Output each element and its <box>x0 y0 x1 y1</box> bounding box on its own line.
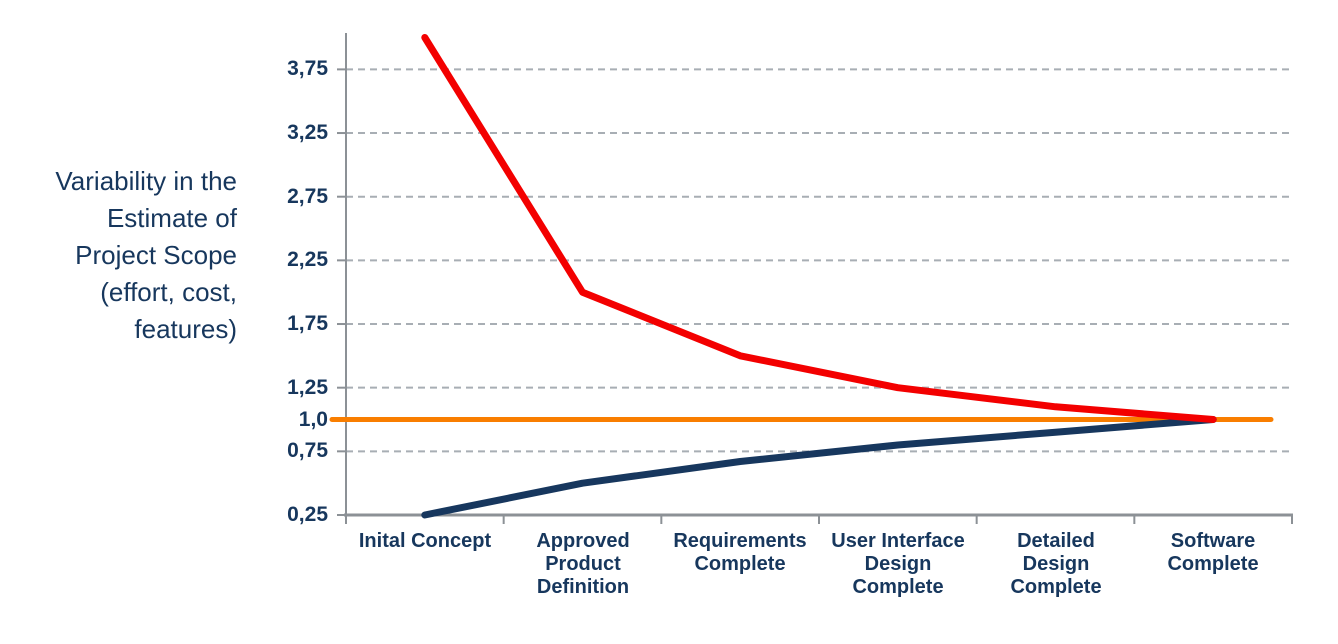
y-tick-label: 2,75 <box>287 185 328 208</box>
x-axis-label: User Interface Design Complete <box>813 530 983 599</box>
y-tick-label: 0,25 <box>287 503 328 526</box>
y-tick-label: 1,75 <box>287 312 328 335</box>
x-axis-label: Detailed Design Complete <box>971 530 1141 599</box>
x-axis-label-line: Detailed <box>1017 530 1095 552</box>
axes-group <box>344 33 1293 524</box>
y-axis-title-line: features) <box>134 314 237 344</box>
x-axis-label: Software Complete <box>1128 530 1298 576</box>
y-axis-title-line: Variability in the <box>55 166 237 196</box>
x-axis-label-line: Requirements <box>673 530 807 552</box>
x-axis-label-line: Product <box>545 553 621 575</box>
x-axis-label-line: Complete <box>1010 576 1102 598</box>
x-axis-label-line: Software <box>1170 530 1256 552</box>
y-axis-title-line: (effort, cost, <box>100 277 237 307</box>
y-tick-label: 3,75 <box>287 57 328 80</box>
x-axis-label-line: Inital Concept <box>358 530 492 552</box>
x-axis-label-line: Complete <box>1167 553 1259 575</box>
y-tick-label: 2,25 <box>287 248 328 271</box>
y-tick-label: 1,25 <box>287 376 328 399</box>
series-lines-group <box>329 34 1274 519</box>
y-axis-title: Variability in the Estimate of Project Sco… <box>0 163 237 348</box>
x-axis-label-line: Design <box>864 553 932 575</box>
x-axis-label: Inital Concept <box>340 530 510 553</box>
y-axis-title-line: Estimate of <box>106 203 237 233</box>
y-axis-title-line: Project Scope <box>75 240 237 270</box>
series-line-lower-bound-estimate <box>421 416 1217 519</box>
x-axis-label-line: Complete <box>694 553 786 575</box>
y-tick-label: 3,25 <box>287 121 328 144</box>
y-tick-label: 0,75 <box>287 439 328 462</box>
x-axis-label-line: User Interface <box>831 530 965 552</box>
x-axis-label-line: Complete <box>852 576 944 598</box>
x-axis-label-line: Definition <box>536 576 630 598</box>
x-axis-label: Requirements Complete <box>655 530 825 576</box>
x-axis-label-line: Design <box>1022 553 1090 575</box>
gridlines-group <box>337 68 1292 516</box>
series-line-upper-bound-estimate <box>421 34 1217 423</box>
x-axis-label: Approved Product Definition <box>498 530 668 599</box>
y-tick-label: 1,0 <box>298 408 328 431</box>
x-axis-label-line: Approved <box>536 530 630 552</box>
